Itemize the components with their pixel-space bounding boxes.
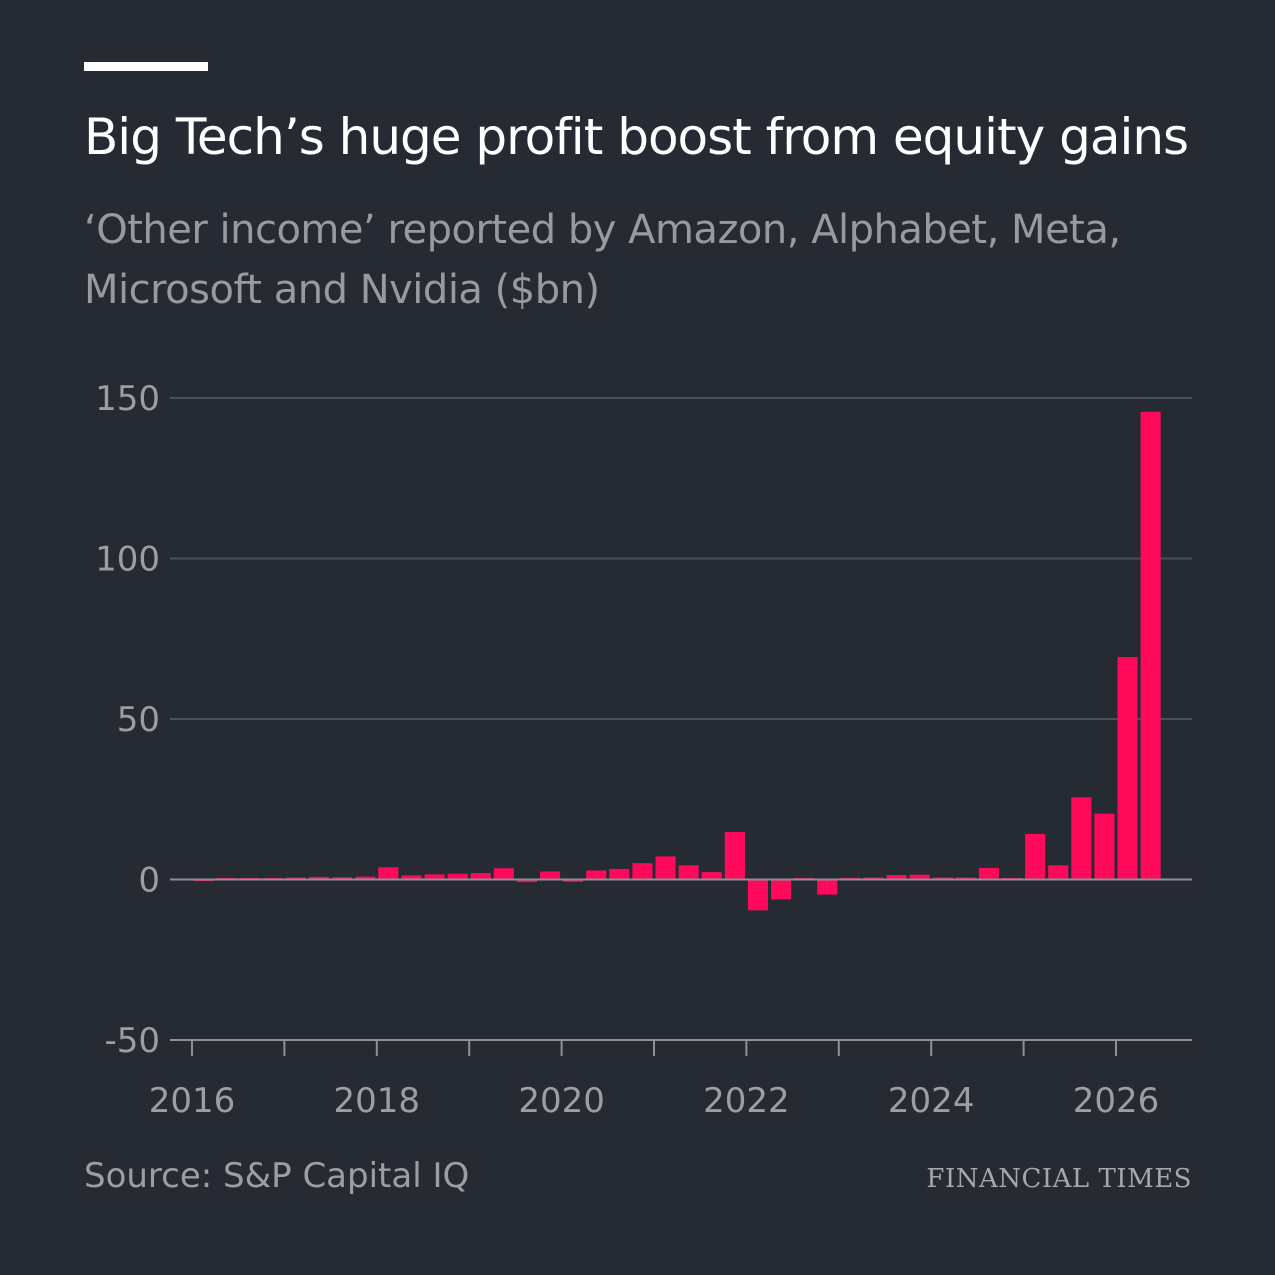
- header-rule: [84, 62, 208, 71]
- bar-2018-q3: [424, 874, 445, 880]
- y-tick-label: 100: [95, 540, 160, 580]
- bar-2019-q3: [516, 879, 537, 883]
- x-tick-label: 2016: [149, 1081, 236, 1121]
- x-tick-label: 2020: [518, 1081, 605, 1121]
- bar-2017-q4: [355, 876, 376, 880]
- bar-2022-q4: [817, 879, 838, 895]
- y-tick-label: -50: [104, 1021, 160, 1061]
- y-tick-label: 150: [95, 379, 160, 419]
- y-tick-label: 50: [117, 700, 160, 740]
- y-axis-labels: 150 100 50 0 -50: [95, 379, 160, 1061]
- bar-2022-q2: [771, 879, 792, 900]
- bar-chart: 150 100 50 0 -50 2016 2018 2020 2022 2024 2026: [95, 379, 1192, 1121]
- bar-2025-q2: [1048, 865, 1069, 880]
- bar-2024-q3: [978, 867, 999, 880]
- bar-2021-q1: [655, 856, 676, 880]
- bar-2021-q3: [701, 872, 722, 880]
- bar-2018-q4: [447, 873, 468, 880]
- bar-2018-q2: [401, 875, 422, 880]
- bar-2019-q2: [493, 868, 514, 880]
- bar-2021-q2: [678, 865, 699, 880]
- y-tick-label: 0: [138, 861, 160, 901]
- x-tick-label: 2026: [1073, 1081, 1160, 1121]
- bar-2019-q1: [470, 873, 491, 880]
- bars: [193, 411, 1161, 911]
- bar-2020-q1: [563, 879, 584, 882]
- bar-2023-q3: [886, 875, 907, 880]
- bar-2021-q4: [724, 831, 745, 880]
- x-tick-label: 2022: [703, 1081, 790, 1121]
- bar-2019-q4: [540, 871, 561, 880]
- bar-2025-q3: [1071, 797, 1092, 880]
- x-axis: 2016 2018 2020 2022 2024 2026: [149, 1039, 1192, 1121]
- bar-2026-q1: [1117, 657, 1138, 880]
- bar-2017-q3: [332, 877, 353, 880]
- chart-title: Big Tech’s huge profit boost from equity…: [84, 108, 1189, 166]
- bar-2018-q1: [378, 867, 399, 880]
- publisher-logo: FINANCIAL TIMES: [926, 1164, 1192, 1194]
- bar-2026-q2: [1140, 411, 1161, 880]
- bar-2017-q2: [309, 876, 330, 880]
- bar-2020-q2: [586, 870, 607, 880]
- gridlines: [170, 397, 1192, 720]
- bar-2025-q4: [1094, 813, 1115, 880]
- bar-2020-q4: [632, 863, 653, 880]
- bar-2023-q4: [909, 874, 930, 880]
- chart-subtitle: ‘Other income’ reported by Amazon, Alpha…: [84, 207, 1121, 313]
- bar-2025-q1: [1025, 833, 1046, 880]
- bar-2020-q3: [609, 868, 630, 880]
- x-tick-label: 2024: [888, 1081, 975, 1121]
- x-tick-label: 2018: [334, 1081, 421, 1121]
- bar-2022-q1: [747, 879, 768, 911]
- source-note: Source: S&P Capital IQ: [84, 1156, 470, 1196]
